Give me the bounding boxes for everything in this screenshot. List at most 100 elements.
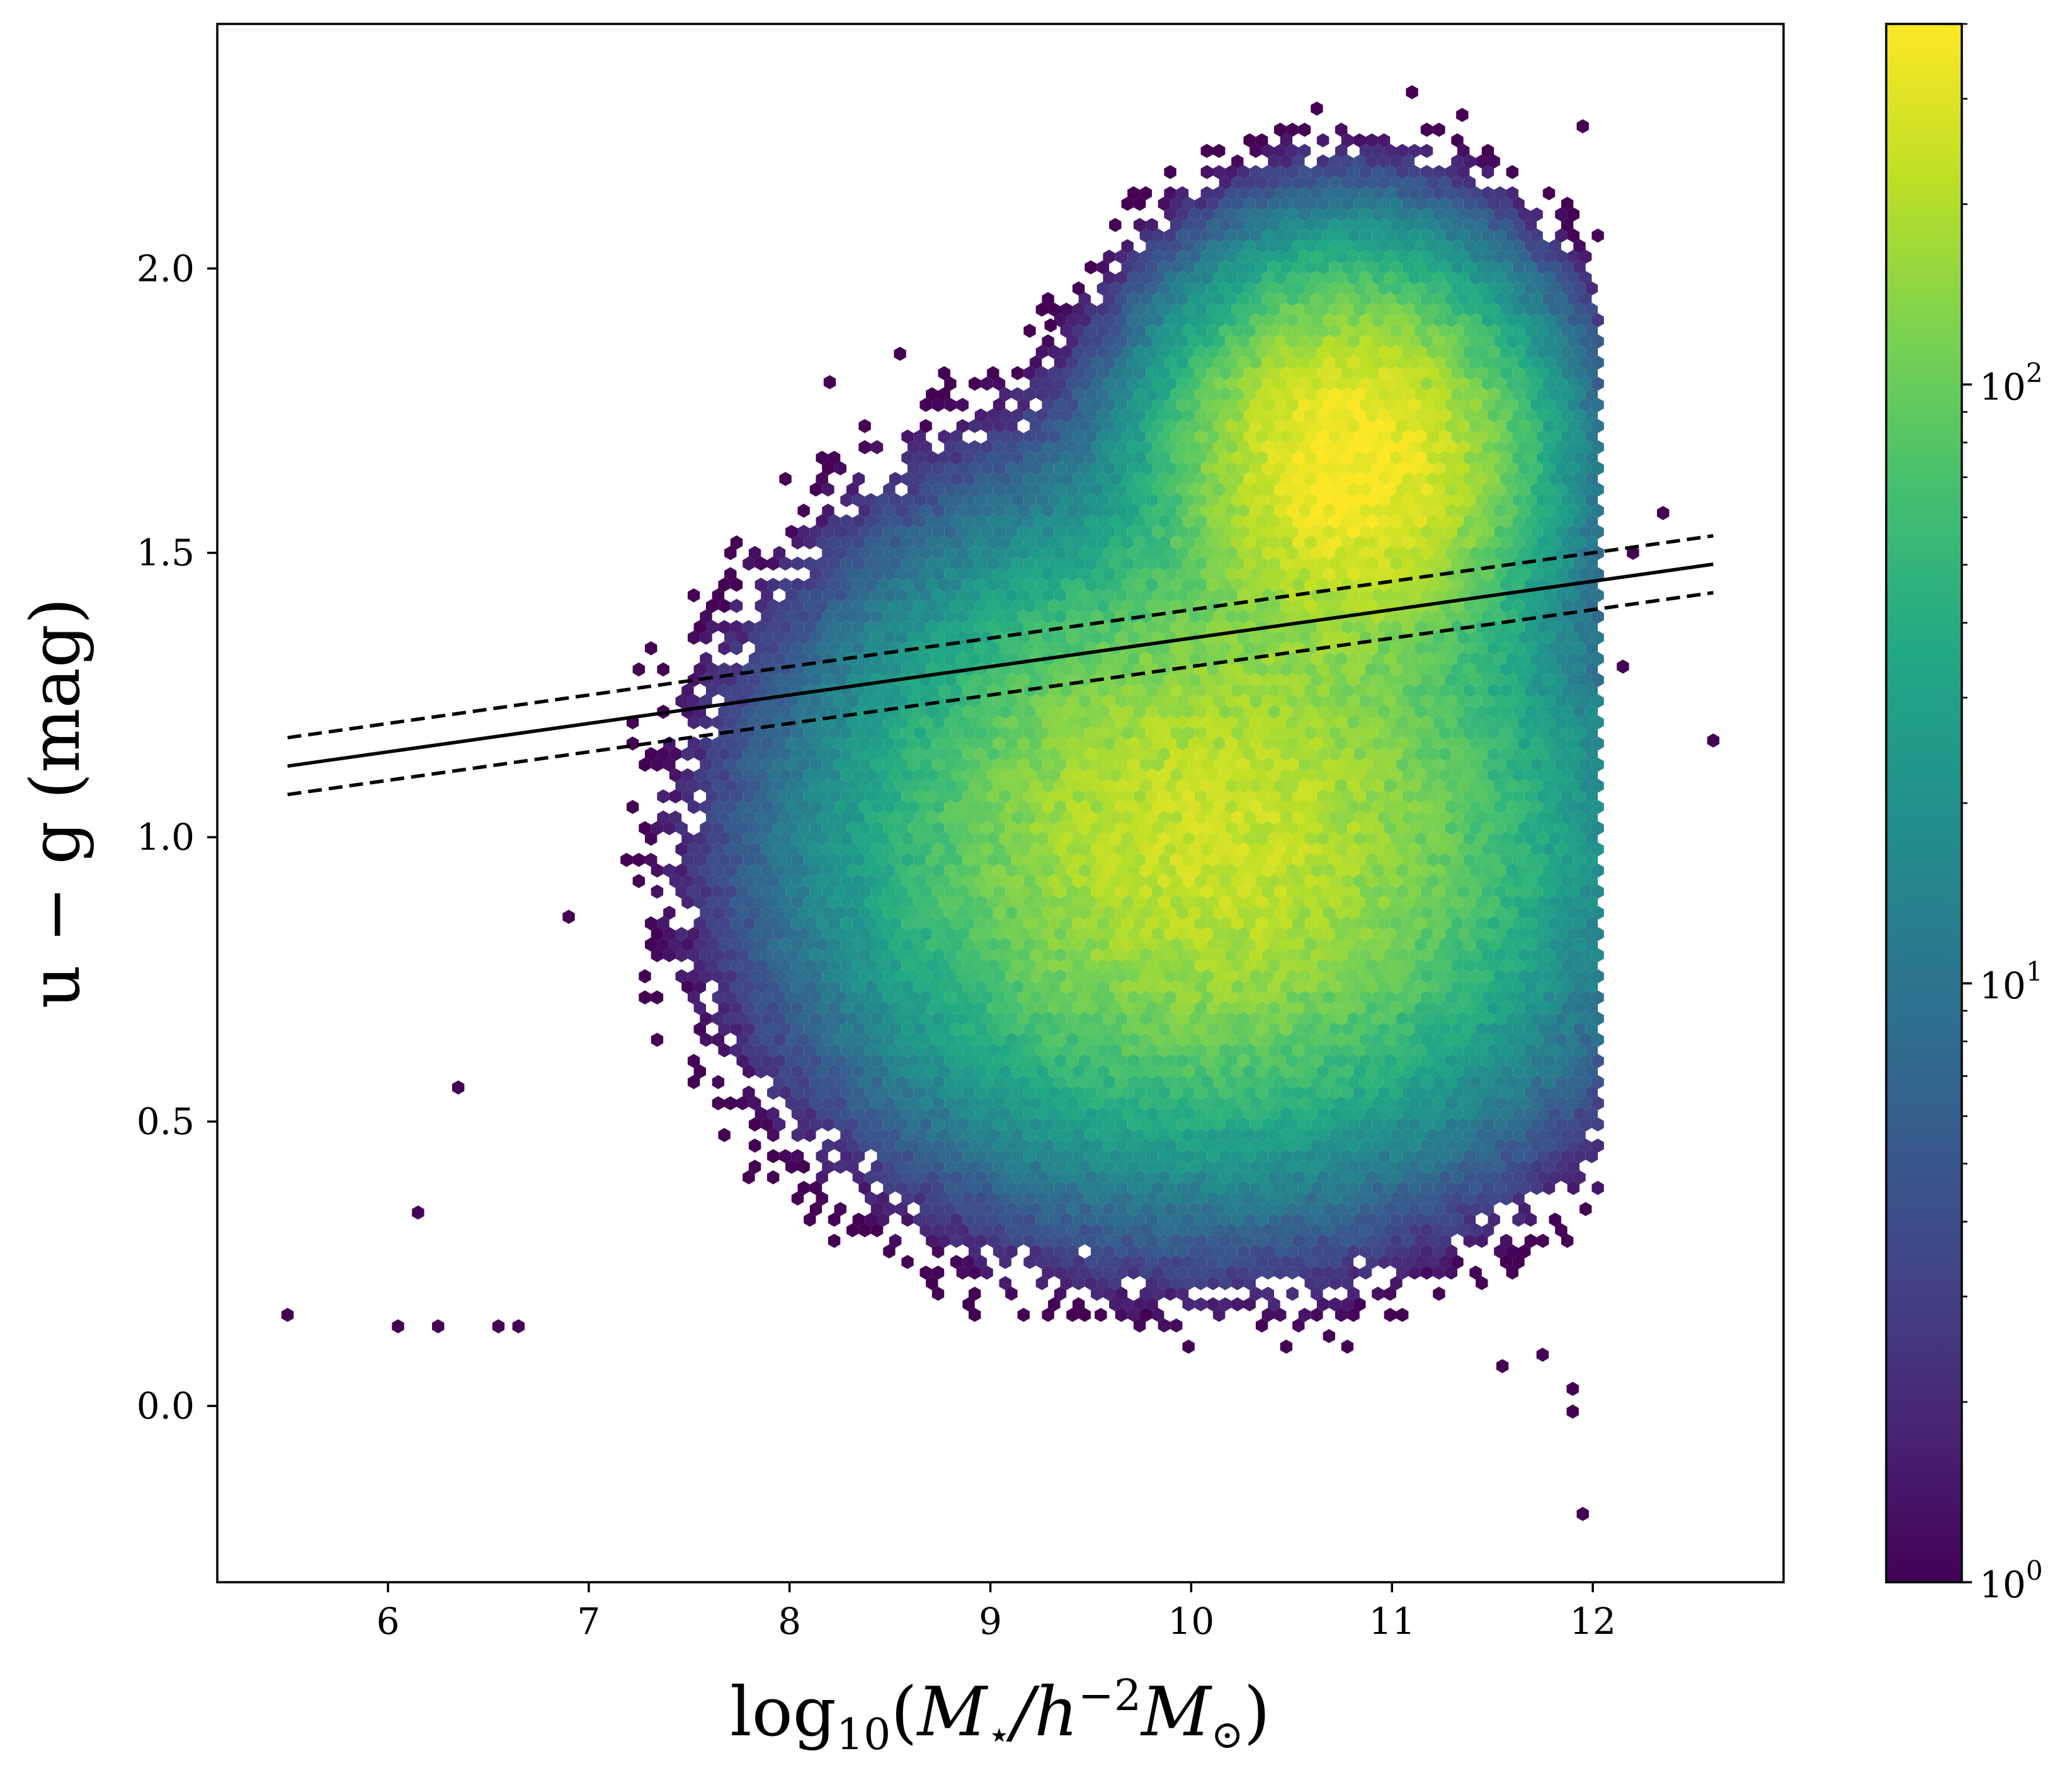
hexbin-cell <box>1341 345 1354 359</box>
hexbin-cell <box>1054 355 1067 370</box>
hexbin-cell <box>1506 355 1518 370</box>
hexbin-cell <box>1402 302 1415 317</box>
hexbin-cell <box>1408 334 1421 349</box>
hexbin-cell <box>1481 186 1494 200</box>
hexbin-cell <box>1042 292 1054 306</box>
hexbin-cell <box>1567 228 1580 243</box>
hexbin-cell <box>1433 292 1445 306</box>
hexbin-cell <box>1023 324 1036 338</box>
hexbin-cell <box>1384 228 1396 243</box>
hexbin-cell <box>1335 186 1348 200</box>
hexbin-cell <box>1561 281 1574 296</box>
hexbin-cell <box>1213 313 1226 328</box>
hexbin-cell <box>1591 334 1604 349</box>
hexbin-cell <box>1420 271 1433 285</box>
hexbin-cell <box>1567 207 1580 222</box>
hexbin-cell <box>1176 334 1189 349</box>
hexbin-cell <box>1170 239 1183 253</box>
hexbin-cell <box>1286 122 1299 137</box>
hexbin-cell <box>1200 207 1213 222</box>
hexbin-cell <box>1316 133 1329 147</box>
hexbin-cell <box>1231 218 1244 232</box>
hexbin-cell <box>1213 228 1226 243</box>
hexbin-cell <box>1249 292 1262 306</box>
hexbin-cell <box>1372 292 1384 306</box>
hexbin-cell <box>1415 239 1427 253</box>
hexbin-cell <box>1182 218 1195 232</box>
hexbin-cell <box>1133 345 1146 359</box>
hexbin-cell <box>1347 313 1360 328</box>
hexbin-cell <box>1415 345 1427 359</box>
hexbin-cell <box>1066 334 1079 349</box>
hexbin-cell <box>1280 345 1293 359</box>
hexbin-cell <box>1219 302 1232 317</box>
hexbin-cell <box>1390 218 1403 232</box>
hexbin-cell <box>1176 228 1189 243</box>
hexbin-cell <box>1537 302 1549 317</box>
hexbin-cell <box>1396 249 1409 264</box>
hexbin-cell <box>1365 133 1378 147</box>
hexbin-cell <box>1158 302 1171 317</box>
hexbin-cell <box>1524 345 1537 359</box>
hexbin-cell <box>1542 186 1556 200</box>
hexbin-cell <box>1500 239 1513 253</box>
hexbin-cell <box>1353 302 1366 317</box>
hexbin-cell <box>1182 197 1195 211</box>
hexbin-cell <box>1415 175 1427 190</box>
hexbin-cell <box>1420 292 1433 306</box>
hexbin-cell <box>1365 302 1378 317</box>
hexbin-cell <box>1451 302 1464 317</box>
hexbin-cell <box>1506 228 1518 243</box>
hexbin-cell <box>1518 228 1531 243</box>
hexbin-cell <box>1146 324 1158 338</box>
hexbin-cell <box>1500 197 1513 211</box>
hexbin-cell <box>1188 228 1201 243</box>
hexbin-cell <box>1194 239 1207 253</box>
hexbin-cell <box>1347 165 1360 180</box>
hexbin-cell <box>1127 355 1140 370</box>
hexbin-cell <box>1103 292 1115 306</box>
hexbin-cell <box>1420 249 1433 264</box>
hexbin-cell <box>1176 186 1189 200</box>
hexbin-cell <box>1255 281 1268 296</box>
hexbin-cell <box>1335 355 1348 370</box>
hexbin-cell <box>1292 154 1305 169</box>
hexbin-cell <box>1249 355 1262 370</box>
hexbin-cell <box>1115 292 1128 306</box>
hexbin-cell <box>1139 271 1152 285</box>
hexbin-cell <box>1170 302 1183 317</box>
hexbin-cell <box>1372 207 1384 222</box>
hexbin-cell <box>1433 271 1445 285</box>
hexbin-cell <box>1298 271 1311 285</box>
hexbin-cell <box>1261 186 1274 200</box>
hexbin-cell <box>1445 228 1457 243</box>
hexbin-cell <box>1518 207 1531 222</box>
hexbin-cell <box>1207 324 1219 338</box>
hexbin-cell <box>1469 228 1482 243</box>
hexbin-cell <box>1372 165 1384 180</box>
hexbin-cell <box>1323 228 1335 243</box>
hexbin-cell <box>1152 355 1164 370</box>
hexbin-cell <box>1268 345 1280 359</box>
hexbin-cell <box>1377 154 1391 169</box>
hexbin-cell <box>1316 302 1329 317</box>
hexbin-cell <box>1530 292 1543 306</box>
hexbin-cell <box>1329 260 1341 275</box>
hexbin-cell <box>1353 175 1366 190</box>
hexbin-cell <box>1518 292 1531 306</box>
hexbin-cell <box>1261 292 1274 306</box>
hexbin-cell <box>1451 239 1464 253</box>
hexbin-cell <box>1170 324 1183 338</box>
hexbin-cell <box>1255 133 1268 147</box>
hexbin-cell <box>1433 207 1445 222</box>
hexbin-cell <box>1152 271 1164 285</box>
hexbin-cell <box>1341 281 1354 296</box>
hexbin-cell <box>1213 355 1226 370</box>
hexbin-cell <box>1323 207 1335 222</box>
hexbin-cell <box>1438 345 1452 359</box>
hexbin-cell <box>1268 324 1280 338</box>
hexbin-cell <box>1506 207 1518 222</box>
hexbin-cell <box>1580 271 1592 285</box>
hexbin-cell <box>1078 292 1091 306</box>
hexbin-cell <box>1433 249 1445 264</box>
